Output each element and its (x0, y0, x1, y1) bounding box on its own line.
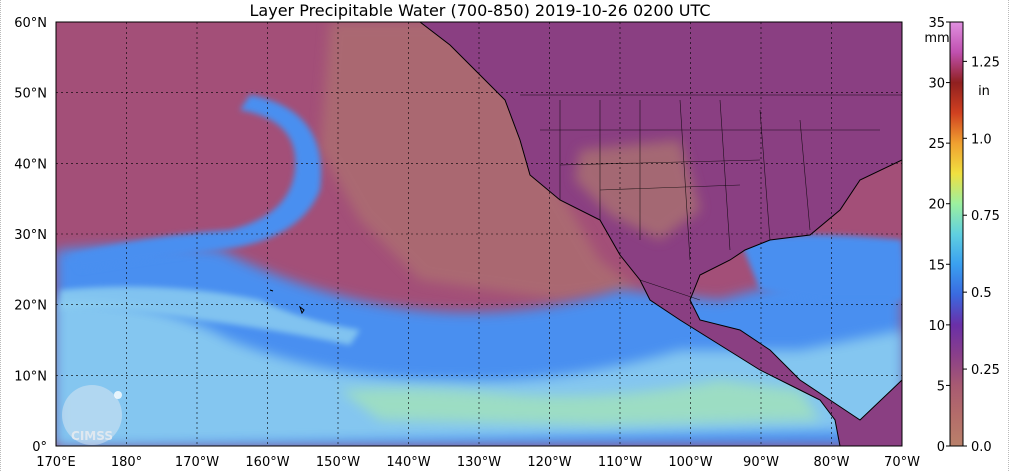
colorbar-mm-label: 0 (937, 440, 945, 455)
latitude-label: 30°N (14, 228, 47, 243)
longitude-label: 130°W (457, 455, 501, 470)
colorbar: 35 30 25 20 15 10 5 0 1.25 1.0 0.75 0.5 0.25 0.0 (928, 16, 1000, 455)
globe-icon (62, 385, 122, 445)
colorbar-inch-label: 0.75 (971, 209, 1000, 224)
longitude-label: 100°W (668, 455, 712, 470)
latitude-label: 40°N (14, 157, 47, 172)
moisture-band (60, 286, 360, 345)
map-title: Layer Precipitable Water (700-850) 2019-… (249, 1, 711, 20)
latitude-label: 50°N (14, 87, 47, 102)
colorbar-scale (949, 21, 964, 447)
colorbar-in-unit: in (978, 84, 990, 99)
colorbar-inch-ticks: 1.25 1.0 0.75 0.5 0.25 0.0 (963, 55, 1000, 455)
latitude-label: 0° (32, 440, 47, 455)
coastline (269, 22, 902, 446)
longitude-label: 70°W (884, 455, 920, 470)
dry-air-region (320, 22, 640, 300)
longitude-label: 160°W (245, 455, 289, 470)
longitude-label: 180° (111, 455, 142, 470)
latitude-label: 20°N (14, 299, 47, 314)
colorbar-mm-label: 20 (928, 198, 945, 213)
colorbar-inch-label: 1.0 (971, 132, 992, 147)
longitude-label: 140°W (386, 455, 430, 470)
latitude-labels: 60°N 50°N 40°N 30°N 20°N 10°N 0° (14, 16, 47, 455)
latitude-label: 10°N (14, 369, 47, 384)
longitude-label: 110°W (598, 455, 642, 470)
longitude-label: 170°W (175, 455, 219, 470)
graticule (56, 22, 902, 446)
colorbar-mm-ticks: 35 30 25 20 15 10 5 0 (928, 16, 950, 455)
colorbar-mm-label: 35 (928, 16, 945, 31)
map-border (55, 21, 903, 447)
colorbar-mm-unit: mm (924, 31, 950, 46)
longitude-label: 80°W (814, 455, 850, 470)
colorbar-mm-label: 25 (928, 137, 945, 152)
colorbar-inch-label: 0.25 (971, 363, 1000, 378)
moisture-plume (70, 95, 322, 270)
longitude-label: 90°W (743, 455, 779, 470)
colorbar-mm-label: 30 (928, 77, 945, 92)
colorbar-inch-label: 0.0 (971, 440, 992, 455)
longitude-labels: 170°E 180° 170°W 160°W 150°W 140°W 130°W 120°W 1… (36, 455, 920, 470)
colorbar-inch-label: 1.25 (971, 55, 1000, 70)
logo-text: CIMSS (71, 429, 113, 443)
moist-green-region (340, 380, 820, 425)
longitude-label: 170°E (36, 455, 76, 470)
gulf-moisture (740, 235, 902, 300)
political-borders (520, 94, 902, 301)
satellite-icon (114, 391, 122, 399)
latitude-label: 60°N (14, 16, 47, 31)
longitude-label: 150°W (316, 455, 360, 470)
colorbar-mm-label: 5 (937, 379, 945, 394)
desert-region (575, 140, 700, 240)
cimss-logo: CIMSS (62, 385, 122, 445)
colorbar-mm-label: 15 (928, 258, 945, 273)
colorbar-mm-label: 10 (928, 319, 945, 334)
longitude-label: 120°W (527, 455, 571, 470)
colorbar-inch-label: 0.5 (971, 286, 992, 301)
